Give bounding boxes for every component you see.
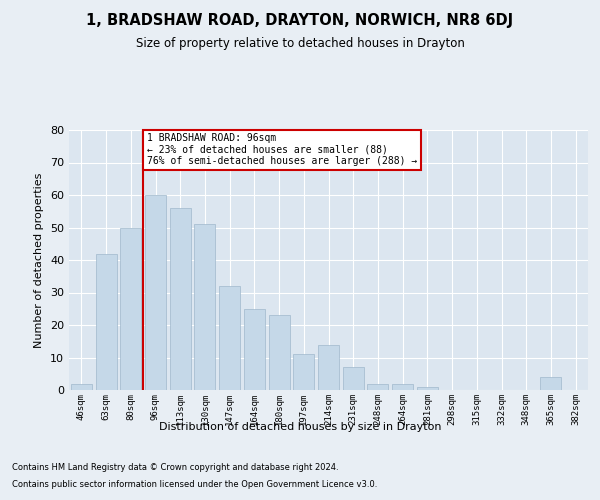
Bar <box>244 308 265 390</box>
Bar <box>95 254 116 390</box>
Text: 1, BRADSHAW ROAD, DRAYTON, NORWICH, NR8 6DJ: 1, BRADSHAW ROAD, DRAYTON, NORWICH, NR8 … <box>86 12 514 28</box>
Bar <box>392 384 413 390</box>
Bar <box>170 208 191 390</box>
Text: Size of property relative to detached houses in Drayton: Size of property relative to detached ho… <box>136 38 464 51</box>
Bar <box>145 195 166 390</box>
Text: Contains HM Land Registry data © Crown copyright and database right 2024.: Contains HM Land Registry data © Crown c… <box>12 462 338 471</box>
Bar <box>367 384 388 390</box>
Bar <box>417 387 438 390</box>
Bar <box>120 228 141 390</box>
Text: Distribution of detached houses by size in Drayton: Distribution of detached houses by size … <box>159 422 441 432</box>
Bar <box>541 377 562 390</box>
Bar <box>194 224 215 390</box>
Bar <box>269 316 290 390</box>
Text: Contains public sector information licensed under the Open Government Licence v3: Contains public sector information licen… <box>12 480 377 489</box>
Bar <box>71 384 92 390</box>
Text: 1 BRADSHAW ROAD: 96sqm
← 23% of detached houses are smaller (88)
76% of semi-det: 1 BRADSHAW ROAD: 96sqm ← 23% of detached… <box>147 133 417 166</box>
Bar <box>343 367 364 390</box>
Bar <box>293 354 314 390</box>
Bar <box>318 344 339 390</box>
Bar <box>219 286 240 390</box>
Y-axis label: Number of detached properties: Number of detached properties <box>34 172 44 348</box>
